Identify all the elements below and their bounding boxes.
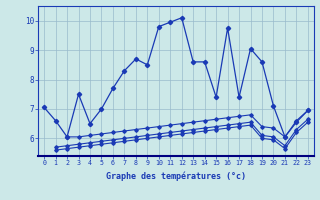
X-axis label: Graphe des températures (°c): Graphe des températures (°c) [106,172,246,181]
